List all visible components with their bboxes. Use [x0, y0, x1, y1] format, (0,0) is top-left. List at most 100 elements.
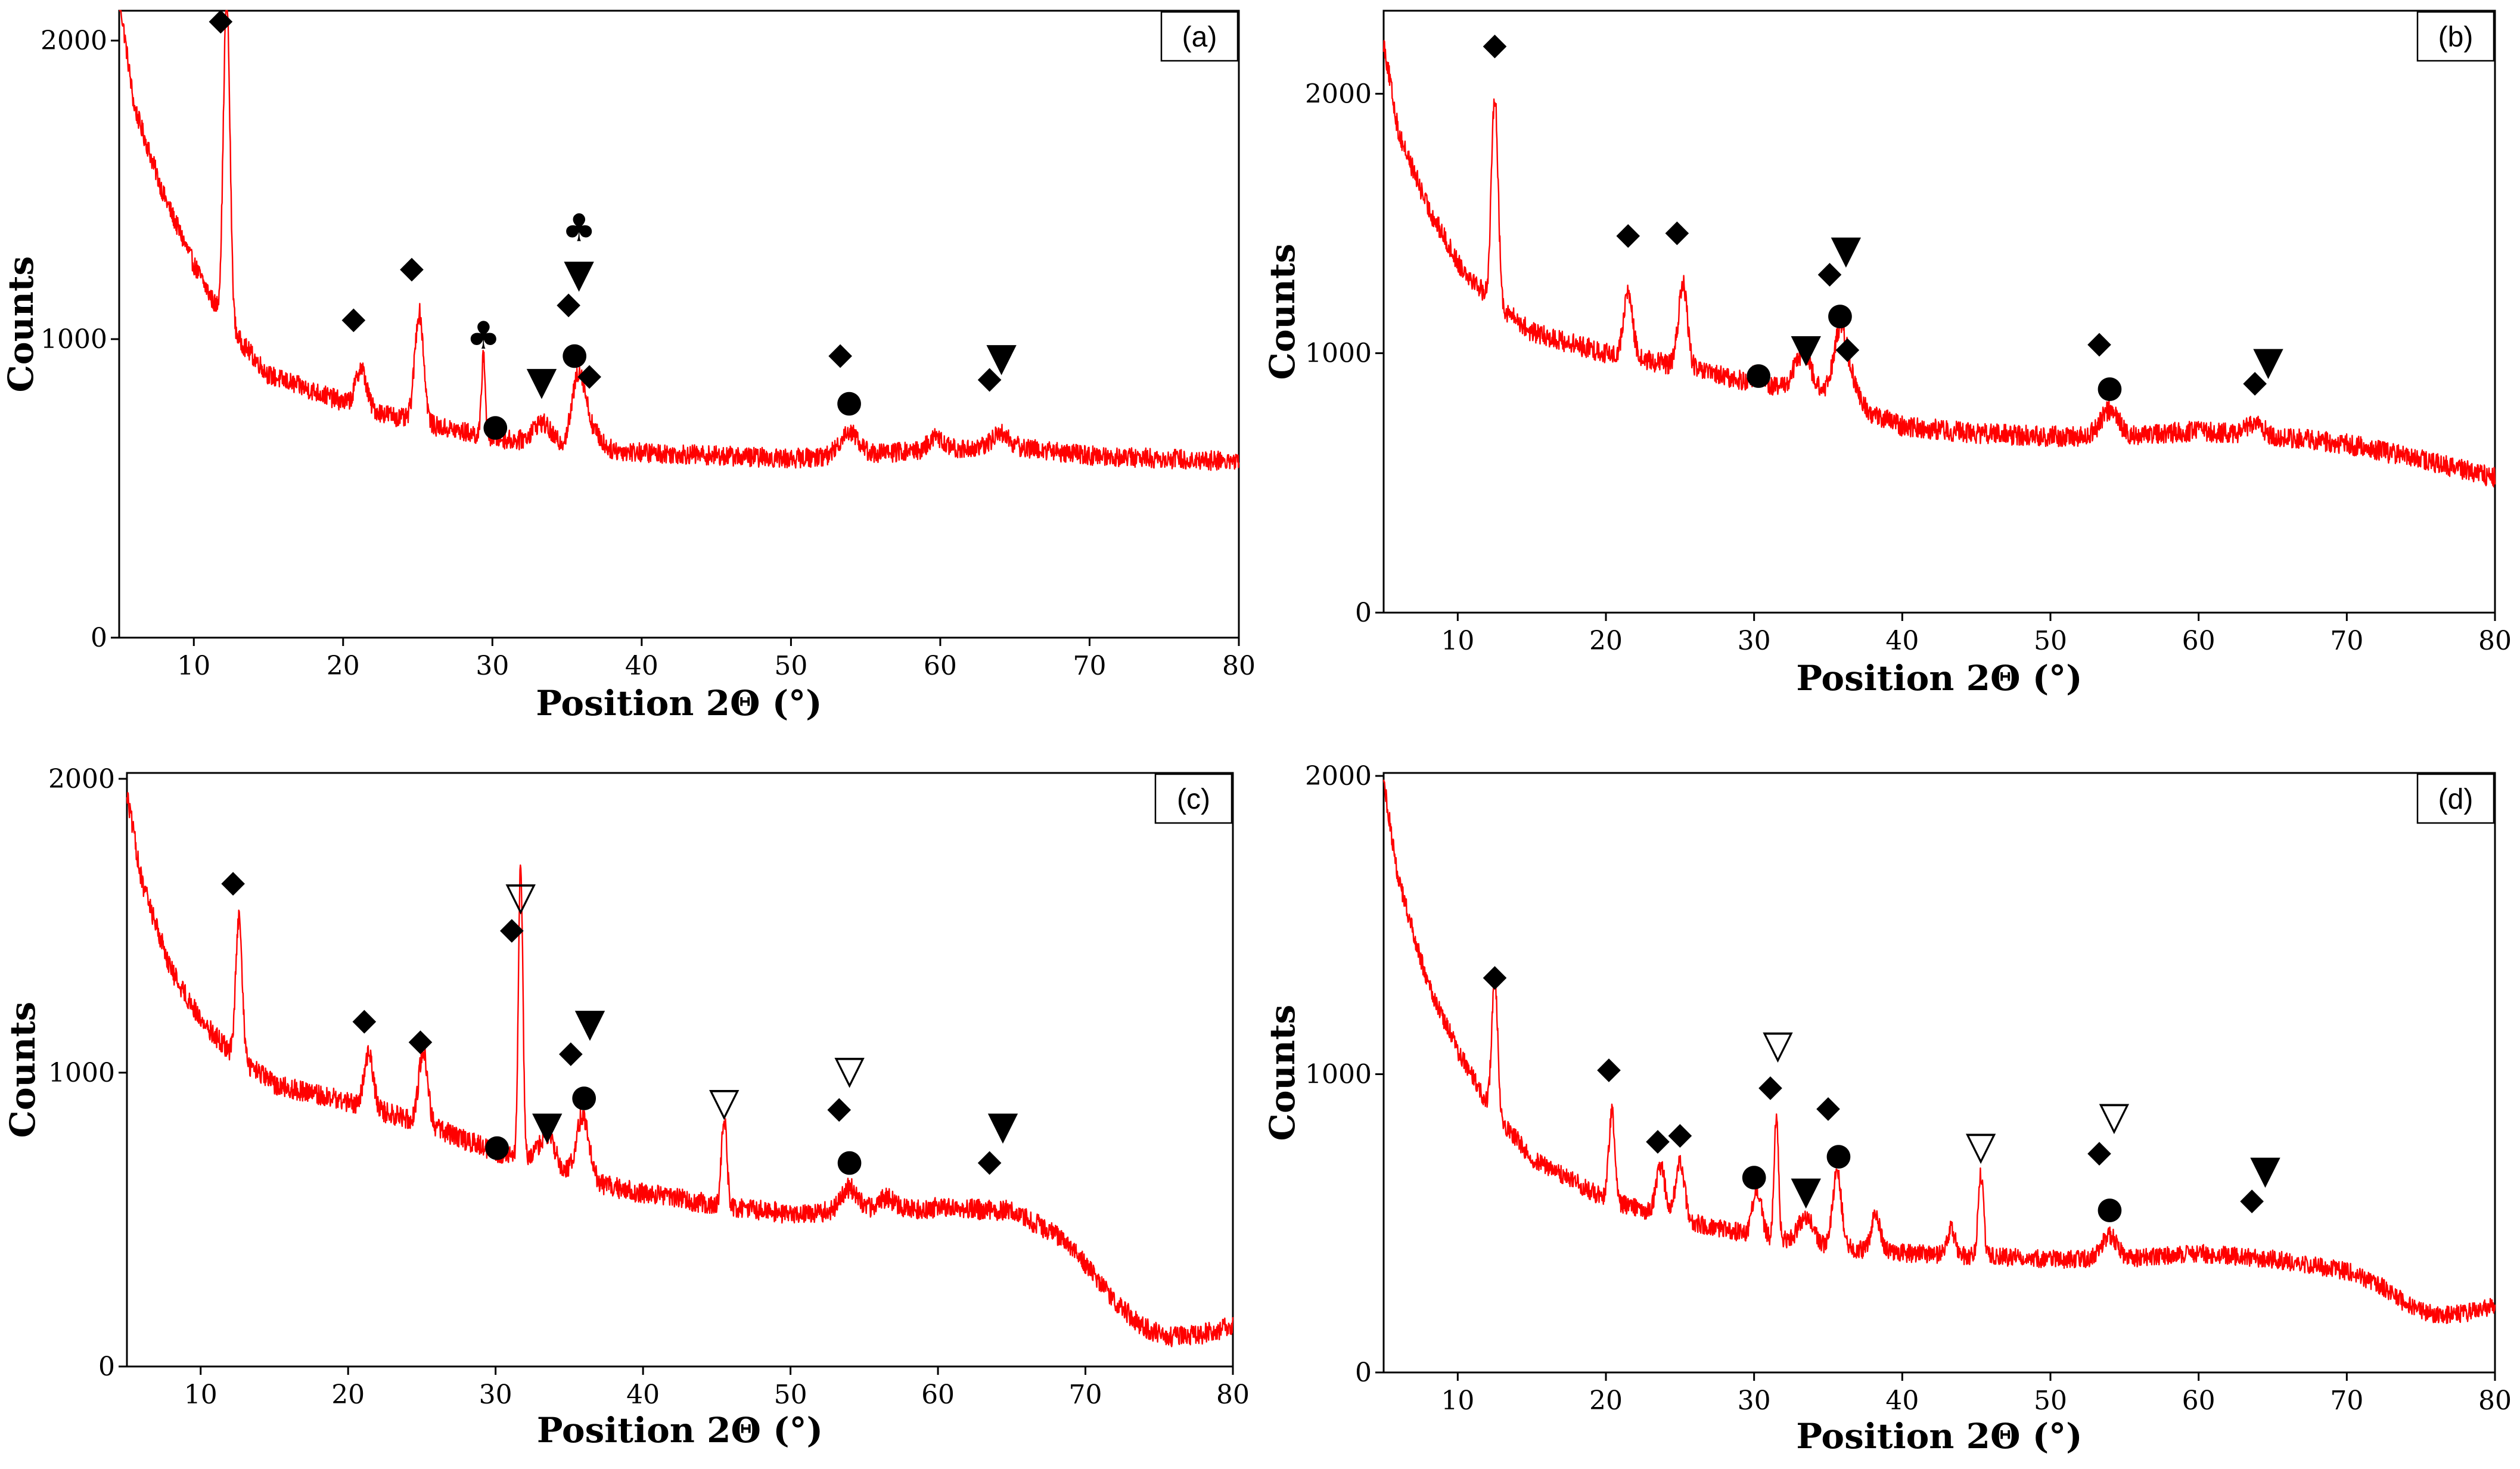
panel-a-ytick-0: 0 [91, 623, 107, 653]
panel-c-marker-tri_open: ▽ [505, 874, 536, 920]
panel-c-frame [126, 772, 1234, 1368]
panel-a-xtick-50: 50 [774, 651, 807, 681]
panel-b-xtick-10: 10 [1441, 626, 1474, 656]
panel-c-marker-diamond: ◆ [559, 1034, 583, 1070]
panel-d-pattern-line [1382, 779, 2496, 1324]
panel-a-marker-tri_down: ▼ [986, 334, 1017, 380]
panel-a-marker-diamond: ◆ [828, 336, 852, 372]
panel-c-marker-diamond: ◆ [978, 1143, 1002, 1179]
panel-a-label: (a) [1182, 21, 1217, 53]
panel-c-plot: ◆◆◆●◆▽▼◆●▼▽ ◆●▽◆▼ [119, 772, 1234, 1375]
panel-b-marker-diamond: ◆ [1817, 255, 1841, 291]
panel-d-xtick-80: 80 [2478, 1386, 2512, 1416]
panel-c-ytick-0: 0 [98, 1352, 115, 1382]
panel-a-xtick-70: 70 [1073, 651, 1106, 681]
panel-d-marker-circle: ● [1741, 1158, 1767, 1194]
panel-d-marker-diamond: ◆ [1646, 1122, 1670, 1158]
panel-d-label: (d) [2438, 784, 2474, 815]
panel-c-marker-diamond: ◆ [221, 864, 245, 899]
panel-a-xtick-40: 40 [625, 651, 658, 681]
panel-c-marker-diamond: ◆ [408, 1023, 432, 1058]
panel-a-marker-club: ♣ [562, 207, 596, 251]
panel-a-marker-diamond: ◆ [978, 360, 1002, 396]
panel-c-xtick-30: 30 [479, 1380, 512, 1410]
panel-c-marker-tri_down: ▼ [575, 1000, 605, 1046]
panel-d-ytick-0: 0 [1355, 1358, 1372, 1388]
panel-b-marker-diamond: ◆ [2243, 364, 2267, 400]
panel-d-label-box [2416, 773, 2495, 824]
panel-b-marker-diamond: ◆ [1665, 213, 1689, 249]
panel-d: ◆◆◆◆●◆▽▼◆● ▽ ◆●▽◆▼ 2000 1000 0 10 20 30 40… [1262, 761, 2512, 1456]
panel-a-xtick-80: 80 [1222, 651, 1256, 681]
panel-b-marker-circle: ● [2096, 369, 2123, 405]
panel-a-frame [118, 10, 1240, 639]
panel-c-marker-circle: ● [483, 1128, 510, 1164]
panel-b: ◆◆ ◆●▼◆●▼◆ ◆● ◆▼ 2000 1000 0 10 20 30 40 50… [1262, 10, 2512, 698]
panel-c-label: (c) [1177, 784, 1210, 815]
panel-d-marker-tri_down: ▼ [2250, 1147, 2280, 1192]
panel-b-label-box [2416, 11, 2495, 62]
panel-d-frame [1382, 772, 2496, 1374]
panel-c-marker-diamond: ◆ [352, 1002, 376, 1038]
panel-a-marker-diamond: ◆ [577, 357, 601, 393]
panel-b-xtick-30: 30 [1738, 626, 1771, 656]
panel-a-xtick-30: 30 [476, 651, 509, 681]
panel-a-xtick-60: 60 [924, 651, 957, 681]
panel-c-xtick-40: 40 [626, 1380, 660, 1410]
panel-d-xtick-60: 60 [2182, 1386, 2216, 1416]
panel-d-xtick-20: 20 [1589, 1386, 1623, 1416]
panel-c: ◆◆◆●◆▽▼◆●▼▽ ◆●▽◆▼ 2000 1000 0 10 20 30 40… [2, 764, 1250, 1451]
panel-b-pattern-line [1382, 40, 2496, 487]
panel-b-xlabel: Position 2Θ (°) [1796, 658, 2082, 698]
panel-a-marker-club: ♣ [467, 314, 501, 358]
panel-b-marker-circle: ● [1826, 296, 1853, 332]
panel-d-marker-tri_down: ▼ [1791, 1167, 1821, 1213]
panel-d-xtick-10: 10 [1441, 1386, 1474, 1416]
panel-b-marker-circle: ● [1745, 356, 1772, 392]
panel-b-xtick-80: 80 [2478, 626, 2512, 656]
panel-a-ytick-2000: 2000 [41, 26, 107, 56]
panel-c-xtick-80: 80 [1216, 1380, 1250, 1410]
panel-d-marker-tri_open: ▽ [2099, 1093, 2130, 1139]
panel-b-marker-tri_down: ▼ [2253, 338, 2283, 384]
panel-d-marker-diamond: ◆ [2240, 1182, 2264, 1218]
panel-b-marker-tri_down: ▼ [1831, 226, 1861, 272]
panel-d-marker-diamond: ◆ [1816, 1089, 1840, 1125]
panel-b-ytick-1000: 1000 [1305, 338, 1372, 369]
panel-a-xtick-20: 20 [327, 651, 360, 681]
panel-c-marker-tri_down: ▼ [532, 1102, 563, 1148]
panel-c-marker-circle: ● [570, 1078, 597, 1114]
panel-b-label: (b) [2438, 21, 2474, 53]
panel-a-ylabel: Counts [1, 256, 41, 393]
panel-a-ytick-1000: 1000 [41, 324, 107, 355]
panel-c-xtick-10: 10 [184, 1380, 217, 1410]
panel-a-marker-diamond: ◆ [400, 250, 424, 285]
panel-d-marker-diamond: ◆ [1483, 958, 1507, 993]
panel-b-ytick-2000: 2000 [1305, 79, 1372, 109]
panel-b-ylabel: Counts [1262, 244, 1303, 380]
panel-b-ytick-0: 0 [1355, 598, 1372, 628]
panel-a-xlabel: Position 2Θ (°) [536, 683, 822, 723]
panel-c-marker-diamond: ◆ [827, 1090, 851, 1126]
panel-d-xtick-70: 70 [2330, 1386, 2363, 1416]
panel-b-xtick-20: 20 [1589, 626, 1623, 656]
panel-c-xtick-20: 20 [331, 1380, 365, 1410]
panel-c-xtick-60: 60 [921, 1380, 955, 1410]
panel-b-marker-diamond: ◆ [2087, 325, 2111, 361]
panel-d-ytick-2000: 2000 [1305, 761, 1372, 791]
panel-a-marker-diamond: ◆ [209, 2, 232, 38]
panel-c-marker-tri_open: ▽ [834, 1047, 865, 1093]
panel-d-marker-tri_open: ▽ [1763, 1021, 1793, 1067]
panel-c-ylabel: Counts [2, 1002, 43, 1138]
panel-d-xtick-50: 50 [2034, 1386, 2067, 1416]
panel-b-xtick-50: 50 [2034, 626, 2067, 656]
panel-d-marker-diamond: ◆ [1597, 1050, 1621, 1086]
panel-d-marker-circle: ● [2096, 1191, 2123, 1226]
panel-b-marker-diamond: ◆ [1616, 216, 1640, 251]
panel-d-marker-diamond: ◆ [1758, 1069, 1782, 1104]
panel-b-plot: ◆◆ ◆●▼◆●▼◆ ◆● ◆▼ [1375, 10, 2496, 621]
panel-d-ylabel: Counts [1262, 1005, 1303, 1141]
panel-c-ytick-2000: 2000 [48, 764, 115, 794]
